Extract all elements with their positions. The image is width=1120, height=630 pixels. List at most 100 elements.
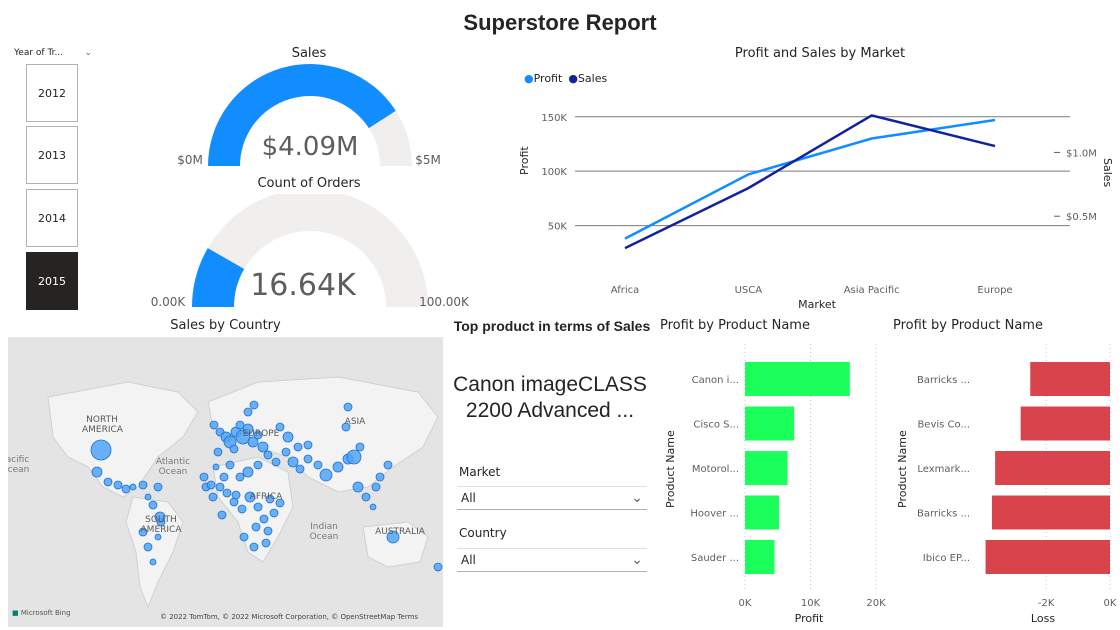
map-bubble	[251, 522, 261, 532]
bing-logo[interactable]: ■ Microsoft Bing	[12, 609, 71, 617]
sales-gauge-value: $4.09M	[261, 132, 359, 162]
map-bubble	[144, 493, 152, 501]
sales-gauge	[208, 63, 412, 167]
map-bubble	[215, 482, 225, 492]
bing-icon: ■	[12, 609, 19, 617]
map-bubble	[269, 508, 279, 518]
orders-gauge-track	[192, 194, 428, 307]
map-bubble	[295, 464, 305, 474]
series-line-profit	[624, 118, 996, 240]
report-title: Superstore Report	[463, 10, 657, 35]
sales-map[interactable]: NORTH AMERICA SOUTH AMERICA Atlantic Oce…	[8, 337, 443, 627]
year-option-2012[interactable]: 2012	[26, 64, 78, 122]
map-label-atlantic: Atlantic Ocean	[155, 457, 191, 477]
category-tick-label: Africa	[611, 285, 640, 296]
map-bubble	[237, 504, 247, 514]
map-bubble	[287, 456, 299, 468]
x-tick-label: -2K	[1038, 598, 1055, 609]
map-bubble	[261, 538, 271, 548]
south-america-land	[125, 496, 184, 609]
loss-chart-title: Profit by Product Name	[893, 318, 1043, 333]
map-bubble	[361, 492, 371, 502]
map-bubble	[206, 480, 216, 490]
loss-chart-plot: -2K 0K Barricks ... Bevis Co... Lexmark... Ba…	[917, 344, 1117, 609]
country-filter-label: Country	[459, 526, 507, 540]
top-product-title: Top product in terms of Sales	[453, 318, 651, 334]
map-label-pacific: Pacific Ocean	[8, 455, 30, 475]
map-bubble	[259, 514, 269, 524]
map-label-asia: ASIA	[344, 417, 366, 427]
market-filter-label: Market	[459, 465, 501, 479]
map-bubble	[242, 466, 254, 478]
map-bubbles	[90, 400, 443, 572]
country-dropdown[interactable]: All ⌄	[457, 548, 647, 572]
bar	[745, 495, 780, 530]
left-tick-label: 50K	[548, 222, 568, 233]
map-bubble	[138, 527, 148, 537]
map-bubble	[149, 558, 157, 566]
category-label: Barricks ...	[917, 509, 970, 520]
map-land	[47, 376, 439, 609]
map-bubble	[293, 442, 303, 452]
map-bubble	[244, 491, 256, 503]
legend-item-profit[interactable]: ●Profit	[524, 72, 562, 85]
map-bubble	[282, 431, 294, 443]
map-bubble	[247, 436, 259, 448]
map-bubble	[199, 472, 209, 482]
x-tick-label: 20K	[866, 598, 886, 609]
category-tick-label: Europe	[977, 285, 1012, 296]
map-bubble	[129, 483, 137, 491]
map-bubble	[229, 444, 239, 454]
line-chart-legend: ●Profit ●Sales	[524, 72, 607, 85]
map-label-australia: AUSTRALIA	[375, 527, 425, 537]
map-bubble	[313, 460, 323, 470]
x-tick-label: 10K	[801, 598, 821, 609]
profit-chart-plot: 0K 10K 20K Canon i... Cisco S... Motorol... Ho…	[690, 344, 886, 609]
bar	[745, 362, 850, 396]
orders-gauge-title: Count of Orders	[257, 176, 361, 191]
year-option-2014[interactable]: 2014	[26, 189, 78, 247]
map-bubble	[249, 400, 259, 410]
legend-label-profit: Profit	[533, 72, 563, 85]
category-label: Ibico EP...	[923, 553, 970, 564]
map-bubble	[303, 454, 313, 464]
category-label: Lexmark...	[917, 464, 970, 475]
map-bubble	[433, 562, 443, 572]
sales-gauge-fill	[208, 63, 396, 167]
legend-item-sales[interactable]: ●Sales	[568, 72, 607, 85]
orders-gauge-fill	[192, 248, 245, 307]
map-bubble	[154, 533, 162, 541]
market-dropdown[interactable]: All ⌄	[457, 486, 647, 510]
category-label: Canon i...	[692, 375, 739, 386]
chevron-down-icon[interactable]: ⌄	[84, 48, 92, 58]
map-bubble	[263, 526, 273, 536]
map-bubble	[281, 447, 291, 457]
map-bubble	[369, 503, 377, 511]
bar	[745, 406, 795, 441]
x-tick-label: 0K	[1104, 598, 1117, 609]
country-dropdown-value: All	[461, 553, 476, 567]
map-bubble	[253, 502, 263, 512]
map-bubble	[225, 460, 235, 470]
year-slicer-label: Year of Tr...	[14, 48, 64, 58]
category-label: Barricks ...	[917, 375, 970, 386]
map-bubble	[154, 511, 166, 523]
map-title: Sales by Country	[170, 318, 281, 333]
map-label-south-america: SOUTH AMERICA	[140, 515, 182, 535]
legend-label-sales: Sales	[577, 72, 608, 85]
series-line-sales	[624, 114, 996, 250]
year-option-2015[interactable]: 2015	[26, 252, 78, 310]
map-bubble	[271, 457, 281, 467]
map-bubble	[113, 480, 123, 490]
year-slicer-header[interactable]: Year of Tr... ⌄	[14, 48, 92, 58]
map-bubble	[319, 468, 333, 482]
chevron-down-icon: ⌄	[631, 490, 643, 506]
map-bubble	[371, 482, 381, 492]
map-label-europe: EUROPE	[242, 429, 280, 439]
map-bubble	[212, 463, 220, 471]
profit-chart-title: Profit by Product Name	[660, 318, 810, 333]
map-attribution[interactable]: © 2022 TomTom, © 2022 Microsoft Corporat…	[160, 613, 419, 621]
year-option-2013[interactable]: 2013	[26, 126, 78, 184]
line-chart-title: Profit and Sales by Market	[734, 46, 906, 61]
map-bubble	[355, 442, 365, 452]
